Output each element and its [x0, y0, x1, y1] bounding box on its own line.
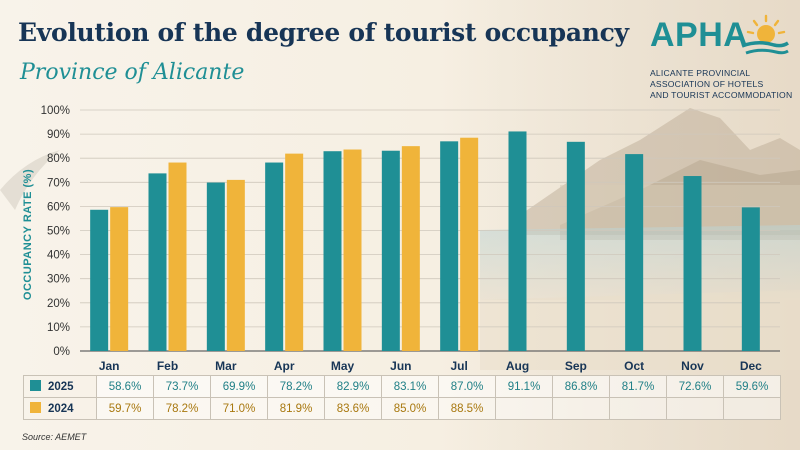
legend-label: 2024 [48, 403, 74, 415]
logo-text: APHA [650, 16, 749, 54]
y-tick-label: 40% [47, 250, 70, 262]
bar-2025-sep [566, 141, 585, 351]
org-name-line: ALICANTE PROVINCIAL [650, 68, 751, 78]
sun-waves-icon [741, 14, 789, 55]
bar-2025-mar [206, 182, 225, 351]
bar-2024-apr [285, 153, 304, 351]
x-tick-label: Apr [274, 359, 295, 373]
x-tick-label: Feb [157, 359, 178, 373]
y-tick-label: 20% [47, 298, 70, 310]
org-name-line: ASSOCIATION OF HOTELS [650, 79, 764, 89]
page-title: Evolution of the degree of tourist occup… [18, 18, 629, 47]
x-tick-label: Dec [740, 359, 762, 373]
table-cell: 83.6% [324, 397, 382, 420]
table-cell: 91.1% [495, 375, 553, 398]
y-axis-label: OCCUPANCY RATE (%) [22, 169, 34, 300]
legend-entry-2024: 2024 [23, 397, 97, 420]
x-tick-label: Jan [99, 359, 120, 373]
bar-2024-may [343, 149, 362, 351]
city-buildings [560, 185, 800, 230]
table-cell: 81.7% [609, 375, 667, 398]
y-tick-label: 50% [47, 226, 70, 238]
table-cell: 88.5% [438, 397, 496, 420]
org-name-line: AND TOURIST ACCOMMODATION [650, 90, 793, 100]
table-cell: 59.7% [96, 397, 154, 420]
bar-2025-jan [90, 209, 109, 351]
bar-2025-feb [148, 173, 167, 351]
table-cell: 78.2% [267, 375, 325, 398]
data-table: 2025 58.6% 73.7% 69.9% 78.2% 82.9% 83.1% 87.0% 9… [23, 375, 781, 420]
x-tick-label: Nov [681, 359, 704, 373]
table-cell: 83.1% [381, 375, 439, 398]
table-cell: 81.9% [267, 397, 325, 420]
y-tick-label: 80% [47, 153, 70, 165]
x-tick-label: May [331, 359, 355, 373]
bar-2024-jul [460, 137, 479, 351]
org-name: ALICANTE PROVINCIAL ASSOCIATION OF HOTEL… [650, 68, 792, 101]
table-cell [552, 397, 610, 420]
legend-entry-2025: 2025 [23, 375, 97, 398]
table-cell: 71.0% [210, 397, 268, 420]
page-subtitle: Province of Alicante [20, 60, 245, 85]
bar-2025-dec [741, 207, 760, 351]
y-tick-label: 10% [47, 322, 70, 334]
x-tick-label: Jul [450, 359, 467, 373]
source-note: Source: AEMET [22, 432, 87, 442]
bar-2024-jun [401, 146, 420, 351]
table-cell: 73.7% [153, 375, 211, 398]
x-tick-label: Jun [390, 359, 411, 373]
legend-swatch [30, 402, 41, 413]
y-tick-label: 90% [47, 129, 70, 141]
y-tick-label: 70% [47, 177, 70, 189]
table-cell: 87.0% [438, 375, 496, 398]
y-tick-label: 60% [47, 201, 70, 213]
table-cell: 85.0% [381, 397, 439, 420]
bar-2024-mar [226, 179, 245, 351]
bar-2024-feb [168, 162, 187, 351]
bar-2025-aug [508, 131, 527, 351]
table-cell [495, 397, 553, 420]
table-row-2024: 2024 59.7% 78.2% 71.0% 81.9% 83.6% 85.0% 88.5% [23, 397, 781, 420]
table-cell: 72.6% [666, 375, 724, 398]
table-cell [723, 397, 781, 420]
table-cell: 59.6% [723, 375, 781, 398]
bar-2025-oct [625, 154, 644, 351]
bar-2025-nov [683, 176, 702, 351]
legend-swatch [30, 380, 41, 391]
x-tick-label: Sep [565, 359, 587, 373]
table-cell: 69.9% [210, 375, 268, 398]
bar-2025-jul [440, 141, 459, 351]
bar-2025-apr [265, 162, 284, 351]
table-cell [666, 397, 724, 420]
x-tick-label: Mar [215, 359, 237, 373]
table-row-2025: 2025 58.6% 73.7% 69.9% 78.2% 82.9% 83.1% 87.0% 9… [23, 375, 781, 398]
x-tick-label: Oct [624, 359, 644, 373]
y-tick-label: 30% [47, 274, 70, 286]
y-tick-label: 100% [41, 105, 70, 117]
legend-label: 2025 [48, 381, 74, 393]
apha-logo: APHA [650, 12, 790, 92]
bar-2025-jun [381, 150, 400, 351]
table-cell [609, 397, 667, 420]
bar-2025-may [323, 151, 342, 351]
y-tick-label: 0% [53, 346, 70, 358]
table-cell: 78.2% [153, 397, 211, 420]
palm-leaf-icon [0, 150, 60, 210]
table-cell: 82.9% [324, 375, 382, 398]
x-tick-label: Aug [506, 359, 529, 373]
table-cell: 58.6% [96, 375, 154, 398]
table-cell: 86.8% [552, 375, 610, 398]
bar-2024-jan [110, 207, 129, 351]
